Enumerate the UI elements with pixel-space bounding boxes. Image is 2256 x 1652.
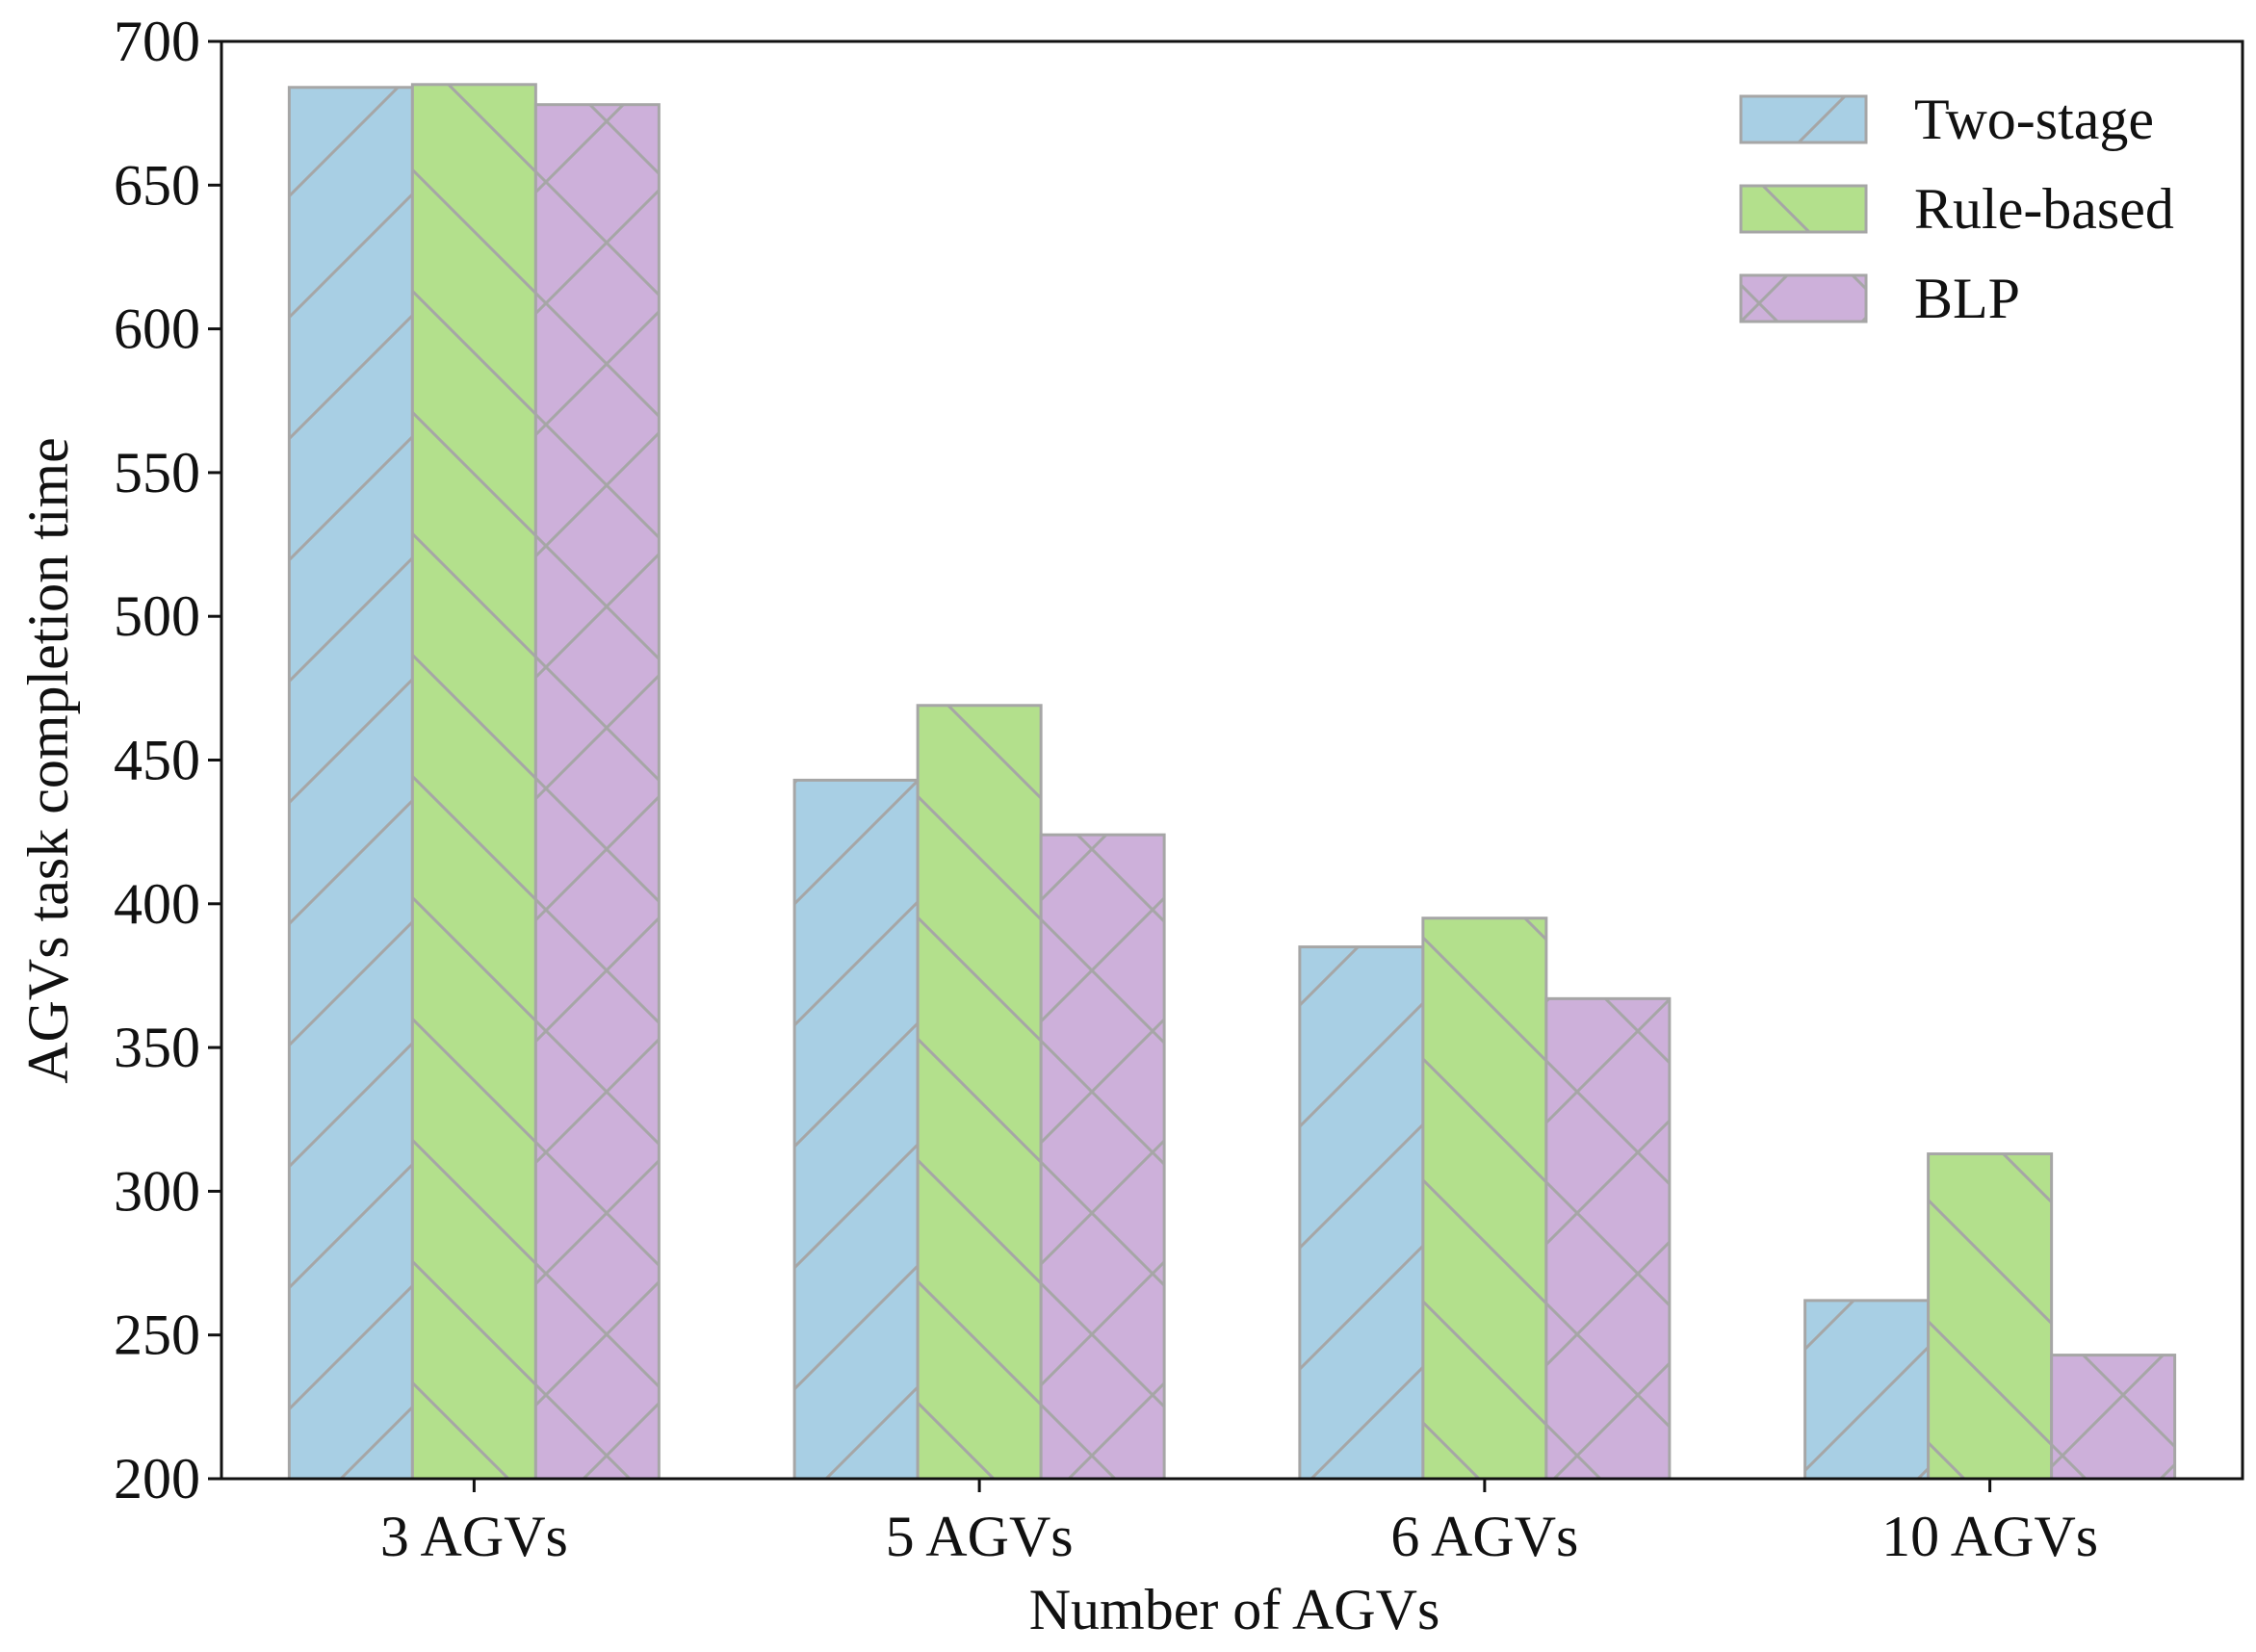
bar-two-stage-10-agvs xyxy=(1803,1299,1931,1481)
x-axis-title: Number of AGVs xyxy=(1029,1578,1440,1641)
bar-two-stage-5-agvs xyxy=(792,778,920,1481)
y-tick-label: 650 xyxy=(114,153,200,217)
y-axis-title: AGVs task completion time xyxy=(16,437,80,1084)
x-tick-label: 5 AGVs xyxy=(886,1505,1074,1568)
legend-swatch-two-stage xyxy=(1739,94,1868,144)
bar-two-stage-6-agvs xyxy=(1298,945,1425,1481)
y-tick-label: 350 xyxy=(114,1016,200,1079)
y-tick-label: 700 xyxy=(114,10,200,73)
y-tick-label: 250 xyxy=(114,1304,200,1367)
x-tick-label: 6 AGVs xyxy=(1390,1505,1578,1568)
legend-label-blp: BLP xyxy=(1914,267,2020,330)
legend-swatch-blp xyxy=(1739,273,1868,323)
y-tick-label: 300 xyxy=(114,1159,200,1223)
x-axis: 3 AGVs 5 AGVs 6 AGVs 10 AGVs xyxy=(380,1479,2098,1568)
legend-label-rule-based: Rule-based xyxy=(1914,177,2174,241)
y-tick-label: 550 xyxy=(114,441,200,504)
x-tick-label: 3 AGVs xyxy=(380,1505,568,1568)
y-tick-label: 200 xyxy=(114,1447,200,1510)
bar-blp-3-agvs xyxy=(533,103,661,1481)
bar-rule-based-3-agvs xyxy=(410,83,537,1481)
legend-label-two-stage: Two-stage xyxy=(1914,88,2154,151)
bar-rule-based-10-agvs xyxy=(1927,1152,2054,1481)
y-tick-label: 400 xyxy=(114,872,200,936)
bar-two-stage-3-agvs xyxy=(287,86,414,1481)
y-tick-label: 450 xyxy=(114,729,200,792)
y-tick-label: 600 xyxy=(114,297,200,361)
legend-swatch-rule-based xyxy=(1739,184,1868,234)
x-tick-label: 10 AGVs xyxy=(1881,1505,2098,1568)
bars xyxy=(287,83,2177,1481)
bar-rule-based-5-agvs xyxy=(916,704,1043,1481)
bar-blp-10-agvs xyxy=(2050,1354,2177,1481)
bar-blp-5-agvs xyxy=(1039,833,1166,1481)
y-axis: 200 250 300 350 400 450 500 550 600 650 700 xyxy=(114,10,221,1510)
y-tick-label: 500 xyxy=(114,584,200,648)
bar-rule-based-6-agvs xyxy=(1421,916,1548,1481)
legend: Two-stage Rule-based BLP xyxy=(1739,88,2174,330)
bar-blp-6-agvs xyxy=(1544,996,1672,1481)
